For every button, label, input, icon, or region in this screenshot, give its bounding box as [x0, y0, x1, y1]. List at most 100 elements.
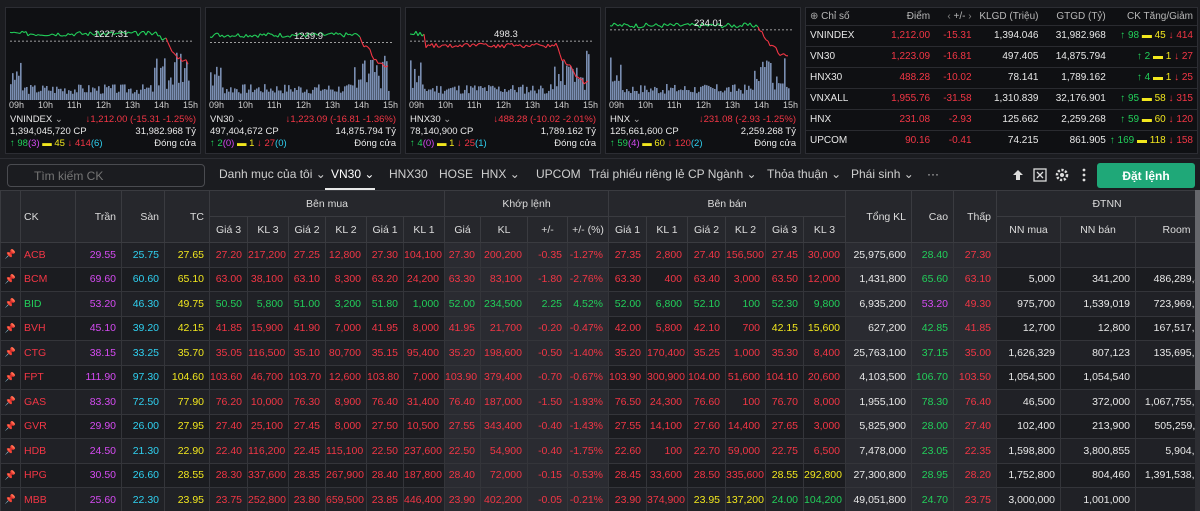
pin-icon[interactable]: 📌 — [0, 266, 21, 292]
pin-icon[interactable]: 📌 — [0, 315, 21, 341]
table-row[interactable]: 📌 HPG 30.50 26.60 28.55 28.30 337,600 28.35 267,… — [0, 462, 1200, 488]
summary-row[interactable]: VN30 1,223.09 -16.81 497.405 14,875.794 ↑ 2 ▬… — [806, 45, 1197, 67]
cell: 627,200 — [845, 315, 913, 341]
tab-put-through[interactable]: Thỏa thuận ⌄ — [767, 167, 842, 181]
table-row[interactable]: 📌 BVH 45.10 39.20 42.15 41.85 15,900 41.90 7,000… — [0, 315, 1200, 341]
board-scrollbar[interactable] — [1195, 190, 1200, 511]
cell: 8,000 — [403, 315, 445, 341]
chart-hnx[interactable]: 234.01 09h 10h 11h 12h 13h 14h 15h HNX ⌄ ↓231.08 … — [605, 7, 801, 154]
tab-vn30[interactable]: VN30 ⌄ — [331, 167, 375, 181]
chevron-down-icon[interactable]: ⌄ — [632, 114, 641, 125]
summary-row[interactable]: HNX30 488.28 -10.02 78.141 1,789.162 ↑ 4 ▬ 1 … — [806, 66, 1197, 88]
chevron-down-icon[interactable]: ⌄ — [54, 114, 63, 125]
up-arrow-icon: ↑ — [1109, 135, 1115, 147]
price-line-segment — [35, 34, 39, 37]
unchanged-icon: ▬ — [1152, 72, 1163, 83]
sort-icon[interactable]: ‹ — [947, 10, 954, 22]
volume-bar — [450, 88, 452, 100]
pin-icon[interactable]: 📌 — [0, 438, 21, 464]
table-row[interactable]: 📌 GVR 29.90 26.00 27.95 27.40 25,100 27.45 8,000… — [0, 413, 1200, 439]
table-row[interactable]: 📌 MBB 25.60 22.30 23.95 23.75 252,800 23.80 659,… — [0, 487, 1200, 511]
cell: 104.00 — [687, 364, 727, 390]
excel-icon[interactable] — [1032, 167, 1048, 183]
tab-hose[interactable]: HOSE — [439, 167, 474, 181]
summary-row[interactable]: VNINDEX 1,212.00 -15.31 1,394.046 31,982.968… — [806, 24, 1197, 46]
index-name: VNINDEX — [10, 114, 53, 125]
price-line-segment — [447, 43, 451, 48]
symbol[interactable]: GVR — [20, 413, 76, 439]
pin-icon[interactable]: 📌 — [0, 364, 21, 390]
table-row[interactable]: 📌 ACB 29.55 25.75 27.65 27.20 217,200 27.25 12,8… — [0, 242, 1200, 268]
symbol[interactable]: HDB — [20, 438, 76, 464]
symbol[interactable]: MBB — [20, 487, 76, 511]
pin-icon[interactable]: 📌 — [0, 389, 21, 415]
more-vertical-icon[interactable] — [1076, 167, 1092, 183]
tab-derivatives[interactable]: Phái sinh ⌄ — [851, 167, 914, 181]
symbol[interactable]: ACB — [20, 242, 76, 268]
tab-upcom[interactable]: UPCOM — [536, 167, 581, 181]
expand-icon[interactable]: ⊕ — [810, 10, 819, 22]
chart-vn30[interactable]: 1239.9 09h 10h 11h 12h 13h 14h 15h VN30 ⌄ ↓1,223.… — [205, 7, 401, 154]
table-row[interactable]: 📌 GAS 83.30 72.50 77.90 76.20 10,000 76.30 8,900… — [0, 389, 1200, 415]
tab-hnx30[interactable]: HNX30 — [389, 167, 428, 181]
cell: 28.35 — [288, 462, 326, 488]
volume-bar — [566, 65, 568, 100]
symbol[interactable]: HPG — [20, 462, 76, 488]
table-row[interactable]: 📌 FPT 111.90 97.30 104.60 103.60 46,700 103.70 1… — [0, 364, 1200, 390]
cell: 24,300 — [646, 389, 689, 415]
more-tabs[interactable]: ··· — [927, 167, 939, 181]
chevron-down-icon[interactable]: ⌄ — [236, 114, 245, 125]
summary-row[interactable]: UPCOM 90.16 -0.41 74.215 861.905 ↑ 169 ▬ 118 … — [806, 129, 1197, 151]
tab-watchlist[interactable]: Danh mục của tôi ⌄ — [219, 167, 326, 181]
tab-private-bonds[interactable]: Trái phiếu riêng lẻ — [589, 167, 685, 181]
price-line-segment — [453, 45, 457, 48]
table-row[interactable]: 📌 CTG 38.15 33.25 35.70 35.05 116,500 35.10 80,7… — [0, 340, 1200, 366]
volume-bar — [492, 85, 494, 100]
volume-bar — [764, 67, 766, 100]
symbol[interactable]: BVH — [20, 315, 76, 341]
pin-icon[interactable]: 📌 — [0, 340, 21, 366]
tab-sectors[interactable]: CP Ngành ⌄ — [688, 167, 757, 181]
cell: 115,100 — [325, 438, 367, 464]
price-line-segment — [651, 24, 655, 27]
cell: 42.00 — [608, 315, 648, 341]
place-order-button[interactable]: Đặt lệnh — [1097, 163, 1195, 188]
price-line-segment — [137, 32, 141, 37]
summary-row[interactable]: VNXALL 1,955.76 -31.58 1,310.839 32,176.901 ↑… — [806, 87, 1197, 109]
summary-row[interactable]: HNX 231.08 -2.93 125.662 2,259.268 ↑ 59 ▬ 60 … — [806, 108, 1197, 130]
search-input[interactable] — [7, 164, 205, 187]
volume-bar — [690, 91, 692, 100]
pin-icon[interactable]: 📌 — [0, 487, 21, 511]
cell: 22.60 — [608, 438, 648, 464]
cell: 25,100 — [247, 413, 289, 439]
symbol[interactable]: CTG — [20, 340, 76, 366]
volume-bar — [430, 89, 432, 100]
unchanged-icon: ▬ — [42, 138, 52, 149]
chart-vnindex[interactable]: 1227.31 09h 10h 11h 12h 13h 14h 15h VNINDEX ⌄ ↓1,… — [5, 7, 201, 154]
symbol[interactable]: FPT — [20, 364, 76, 390]
scrollbar-thumb[interactable] — [1195, 190, 1200, 390]
table-row[interactable]: 📌 BCM 69.60 60.60 65.10 63.00 38,100 63.10 8,300… — [0, 266, 1200, 292]
volume-bar — [568, 66, 570, 100]
symbol[interactable]: BID — [20, 291, 76, 317]
pin-icon[interactable]: 📌 — [0, 291, 21, 317]
cell: 80,700 — [325, 340, 367, 366]
cell: 14,400 — [725, 413, 767, 439]
tab-hnx[interactable]: HNX ⌄ — [481, 167, 520, 181]
symbol[interactable]: GAS — [20, 389, 76, 415]
price-line-segment — [529, 43, 533, 47]
gear-icon[interactable] — [1054, 167, 1070, 183]
chevron-down-icon[interactable]: ⌄ — [443, 114, 452, 125]
pin-icon[interactable]: 📌 — [0, 413, 21, 439]
volume-bar — [740, 90, 742, 100]
upload-icon[interactable] — [1010, 167, 1026, 183]
sub-header: Giá 2 — [687, 216, 727, 243]
table-row[interactable]: 📌 HDB 24.50 21.30 22.90 22.40 116,200 22.45 115,… — [0, 438, 1200, 464]
symbol[interactable]: BCM — [20, 266, 76, 292]
volume-bar — [716, 84, 718, 100]
chart-hnx30[interactable]: 498.3 09h 10h 11h 12h 13h 14h 15h HNX30 ⌄ ↓488.28… — [405, 7, 601, 154]
pin-icon[interactable]: 📌 — [0, 242, 21, 268]
table-row[interactable]: 📌 BID 53.20 46.30 49.75 50.50 5,800 51.00 3,200 5… — [0, 291, 1200, 317]
pin-icon[interactable]: 📌 — [0, 462, 21, 488]
floor-count: 0 — [278, 138, 284, 149]
